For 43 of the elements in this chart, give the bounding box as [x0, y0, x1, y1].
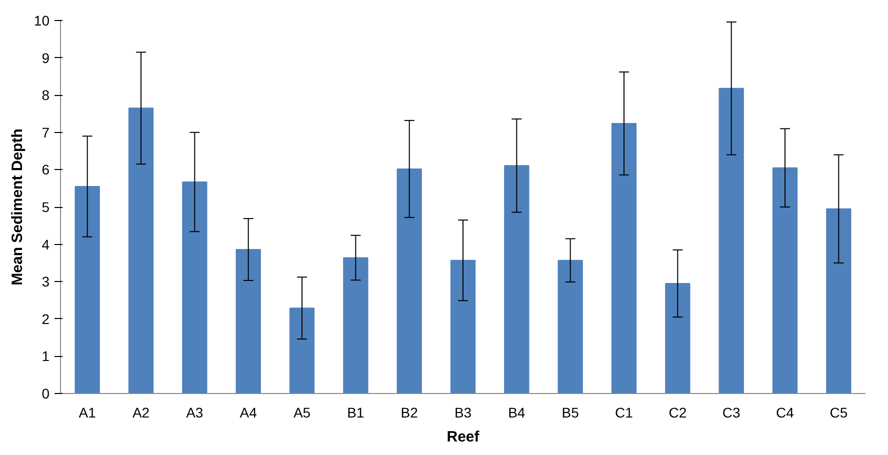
x-tick-label: C3 [722, 404, 740, 420]
x-tick-label: B3 [454, 404, 472, 420]
bar [772, 167, 798, 394]
y-tick-label: 6 [42, 162, 50, 178]
x-tick-label: B5 [562, 404, 580, 420]
bar [826, 208, 852, 394]
bar [450, 260, 476, 394]
x-tick-label: B2 [400, 404, 418, 420]
x-tick-label: C4 [776, 404, 794, 420]
y-tick-label: 1 [42, 348, 50, 364]
x-tick-label: A5 [293, 404, 311, 420]
bar [343, 257, 368, 394]
y-tick-label: 3 [42, 274, 50, 290]
y-tick-label: 2 [42, 310, 50, 327]
y-tick-label: 0 [42, 386, 50, 402]
x-tick-label: A3 [186, 404, 204, 420]
x-tick-label: A1 [78, 404, 96, 420]
y-tick-label: 7 [42, 124, 50, 140]
y-axis-title: Mean Sediment Depth [8, 128, 26, 286]
y-tick-label: 8 [42, 87, 50, 104]
x-tick-label: A4 [240, 404, 258, 420]
bar [718, 88, 744, 394]
x-tick-label: B4 [508, 404, 526, 420]
bar [665, 282, 690, 394]
y-tick-label: 10 [34, 12, 50, 28]
y-tick-label: 4 [42, 236, 50, 252]
bar [289, 308, 315, 394]
bar [504, 165, 530, 394]
y-tick-label: 5 [42, 199, 50, 215]
x-tick-label: C2 [668, 404, 687, 420]
x-tick-label: C5 [830, 404, 848, 420]
x-axis-title: Reef [446, 428, 480, 446]
bar [611, 122, 637, 394]
bar [396, 168, 422, 394]
x-tick-label: C1 [615, 404, 634, 420]
y-tick-label: 9 [42, 50, 50, 66]
bar [182, 182, 208, 394]
bar [558, 260, 583, 394]
bar [74, 186, 100, 394]
bar [236, 249, 261, 394]
bar [128, 108, 154, 394]
x-tick-label: B1 [347, 404, 364, 420]
x-tick-label: A2 [132, 404, 150, 420]
